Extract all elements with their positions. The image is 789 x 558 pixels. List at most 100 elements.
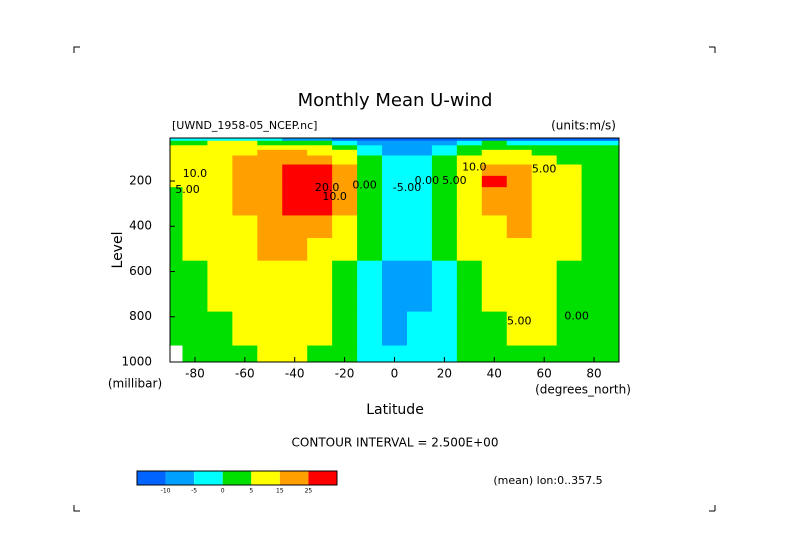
field-cell xyxy=(257,149,283,156)
colorbar-box xyxy=(165,471,195,485)
field-cell xyxy=(307,214,333,239)
field-cell xyxy=(581,164,608,176)
field-cell xyxy=(531,138,558,141)
y-tick-label: 200 xyxy=(129,173,152,187)
field-cell xyxy=(506,345,533,363)
field-cell xyxy=(406,311,433,346)
field-cell xyxy=(382,138,408,141)
field-cell xyxy=(456,154,483,165)
field-cell xyxy=(556,154,583,165)
contour-label: 10.0 xyxy=(322,190,347,203)
field-cell xyxy=(531,214,558,239)
field-cell xyxy=(232,345,258,363)
field-cell xyxy=(456,197,483,216)
field-cell xyxy=(431,149,458,156)
contour-label: 20.0 xyxy=(315,181,340,194)
x-tick-label: -80 xyxy=(185,367,205,381)
field-cell xyxy=(232,164,258,176)
field-cell xyxy=(307,149,333,156)
field-cell xyxy=(182,282,208,312)
field-cell xyxy=(531,345,558,363)
field-cell xyxy=(531,260,558,284)
colorbar-label: -5 xyxy=(191,488,197,495)
field-cell xyxy=(556,138,583,141)
field-cell xyxy=(207,197,233,216)
colorbar-box xyxy=(308,471,337,485)
field-cell xyxy=(531,186,558,199)
contour-label: 0.00 xyxy=(415,174,440,187)
field-cell xyxy=(282,140,308,146)
contour-label: 5.00 xyxy=(175,183,200,196)
contour-label: 5.00 xyxy=(532,163,557,176)
field-cell xyxy=(556,164,583,176)
field-cell xyxy=(406,345,433,363)
field-cell xyxy=(556,149,583,156)
field-cell xyxy=(382,164,408,176)
field-cell xyxy=(257,144,283,150)
field-cell xyxy=(431,197,458,216)
field-cell xyxy=(506,149,533,156)
field-cell xyxy=(182,197,208,216)
x-tick-label: -20 xyxy=(335,367,355,381)
field-cell xyxy=(257,345,283,363)
field-cell xyxy=(406,197,433,216)
field-cell xyxy=(282,214,308,239)
field-cell xyxy=(382,282,408,312)
field-cell xyxy=(556,282,583,312)
field-cell xyxy=(606,138,620,141)
field-cell xyxy=(456,282,483,312)
contour-label: 5.00 xyxy=(507,314,532,327)
colorbar-label: 15 xyxy=(276,488,284,495)
field-cell xyxy=(207,186,233,199)
field-cell xyxy=(282,237,308,261)
field-cell xyxy=(431,154,458,165)
field-cell xyxy=(332,260,358,284)
field-cell xyxy=(170,144,183,150)
field-cell xyxy=(170,140,183,146)
field-cell xyxy=(481,149,508,156)
field-cell xyxy=(556,311,583,346)
field-cell xyxy=(232,144,258,150)
field-cell xyxy=(170,138,183,141)
field-cell xyxy=(456,138,483,141)
field-cell xyxy=(606,237,620,261)
field-cell xyxy=(431,164,458,176)
field-cell xyxy=(182,164,208,176)
field-cell xyxy=(556,186,583,199)
field-cell xyxy=(307,260,333,284)
field-cell xyxy=(531,149,558,156)
colorbar-box xyxy=(194,471,223,485)
field-cell xyxy=(357,154,383,165)
x-axis-unit: (degrees_north) xyxy=(535,383,631,397)
field-cell xyxy=(406,138,433,141)
field-cell xyxy=(382,345,408,363)
field-cell xyxy=(431,345,458,363)
field-cell xyxy=(556,197,583,216)
field-cell xyxy=(556,175,583,188)
field-cell xyxy=(170,197,183,216)
field-cell xyxy=(406,260,433,284)
field-cell xyxy=(357,197,383,216)
x-tick-label: 20 xyxy=(437,367,452,381)
field-cell xyxy=(232,175,258,188)
field-cell xyxy=(257,175,283,188)
field-cell xyxy=(207,175,233,188)
field-cell xyxy=(581,144,608,150)
field-cell xyxy=(456,214,483,239)
field-cell xyxy=(207,311,233,346)
field-cell xyxy=(606,197,620,216)
field-cell xyxy=(606,175,620,188)
field-cell xyxy=(182,186,208,199)
field-cell xyxy=(282,164,308,176)
field-cell xyxy=(581,311,608,346)
field-cell xyxy=(506,197,533,216)
field-cell xyxy=(431,140,458,146)
field-cell xyxy=(382,175,408,188)
field-cell xyxy=(581,197,608,216)
field-cell xyxy=(332,175,358,188)
field-cell xyxy=(406,140,433,146)
field-cell xyxy=(406,164,433,176)
field-cell xyxy=(307,345,333,363)
field-cell xyxy=(531,164,558,176)
field-cell xyxy=(307,197,333,216)
